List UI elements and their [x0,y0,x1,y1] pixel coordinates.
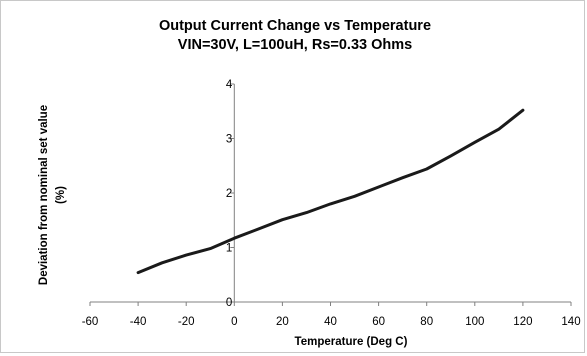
x-tick-label: 40 [324,316,337,328]
tick-labels: 0 1 2 3 4 -60 -40 -20 0 20 40 60 80 100 120 140 [82,79,581,328]
data-point [402,177,404,179]
x-tick-label: 80 [420,316,433,328]
x-tick-label: 0 [231,316,237,328]
y-axis-title-line-2: (%) [55,186,67,204]
data-point [281,219,283,221]
data-point [305,212,308,214]
data-point [474,141,476,143]
chart-subtitle: VIN=30V, L=100uH, Rs=0.33 Ohms [178,37,412,53]
data-point [137,271,139,274]
x-tick-label: 20 [276,316,289,328]
data-point [185,254,187,256]
y-axis-title: Deviation from nominal set value (%) [38,105,67,285]
y-axis-title-line-1: Deviation from nominal set value [38,105,50,285]
series-layer [136,108,525,275]
y-tick-label: 4 [226,79,233,91]
x-axis-title: Temperature (Deg C) [295,336,408,348]
data-point [209,247,211,250]
data-point [353,195,356,197]
chart-title: Output Current Change vs Temperature [159,18,431,34]
y-tick-label: 0 [226,297,232,309]
data-point [498,128,500,130]
data-point [329,203,332,205]
data-point [233,237,235,239]
series-line [136,108,525,275]
data-point [257,228,259,230]
axes [89,83,572,306]
x-tick-label: -60 [82,316,99,328]
x-tick-label: -40 [130,316,147,328]
data-point [522,109,524,111]
y-tick-label: 3 [226,134,232,146]
x-tick-label: 120 [513,316,532,328]
x-tick-label: 100 [465,316,484,328]
x-tick-label: 60 [372,316,385,328]
x-tick-label: -20 [178,316,195,328]
data-point [161,262,163,264]
data-point [450,155,452,157]
data-point [378,186,380,188]
y-tick-label: 1 [226,243,232,255]
y-tick-label: 2 [226,188,232,200]
data-point [426,168,428,170]
x-tick-label: 140 [561,316,580,328]
